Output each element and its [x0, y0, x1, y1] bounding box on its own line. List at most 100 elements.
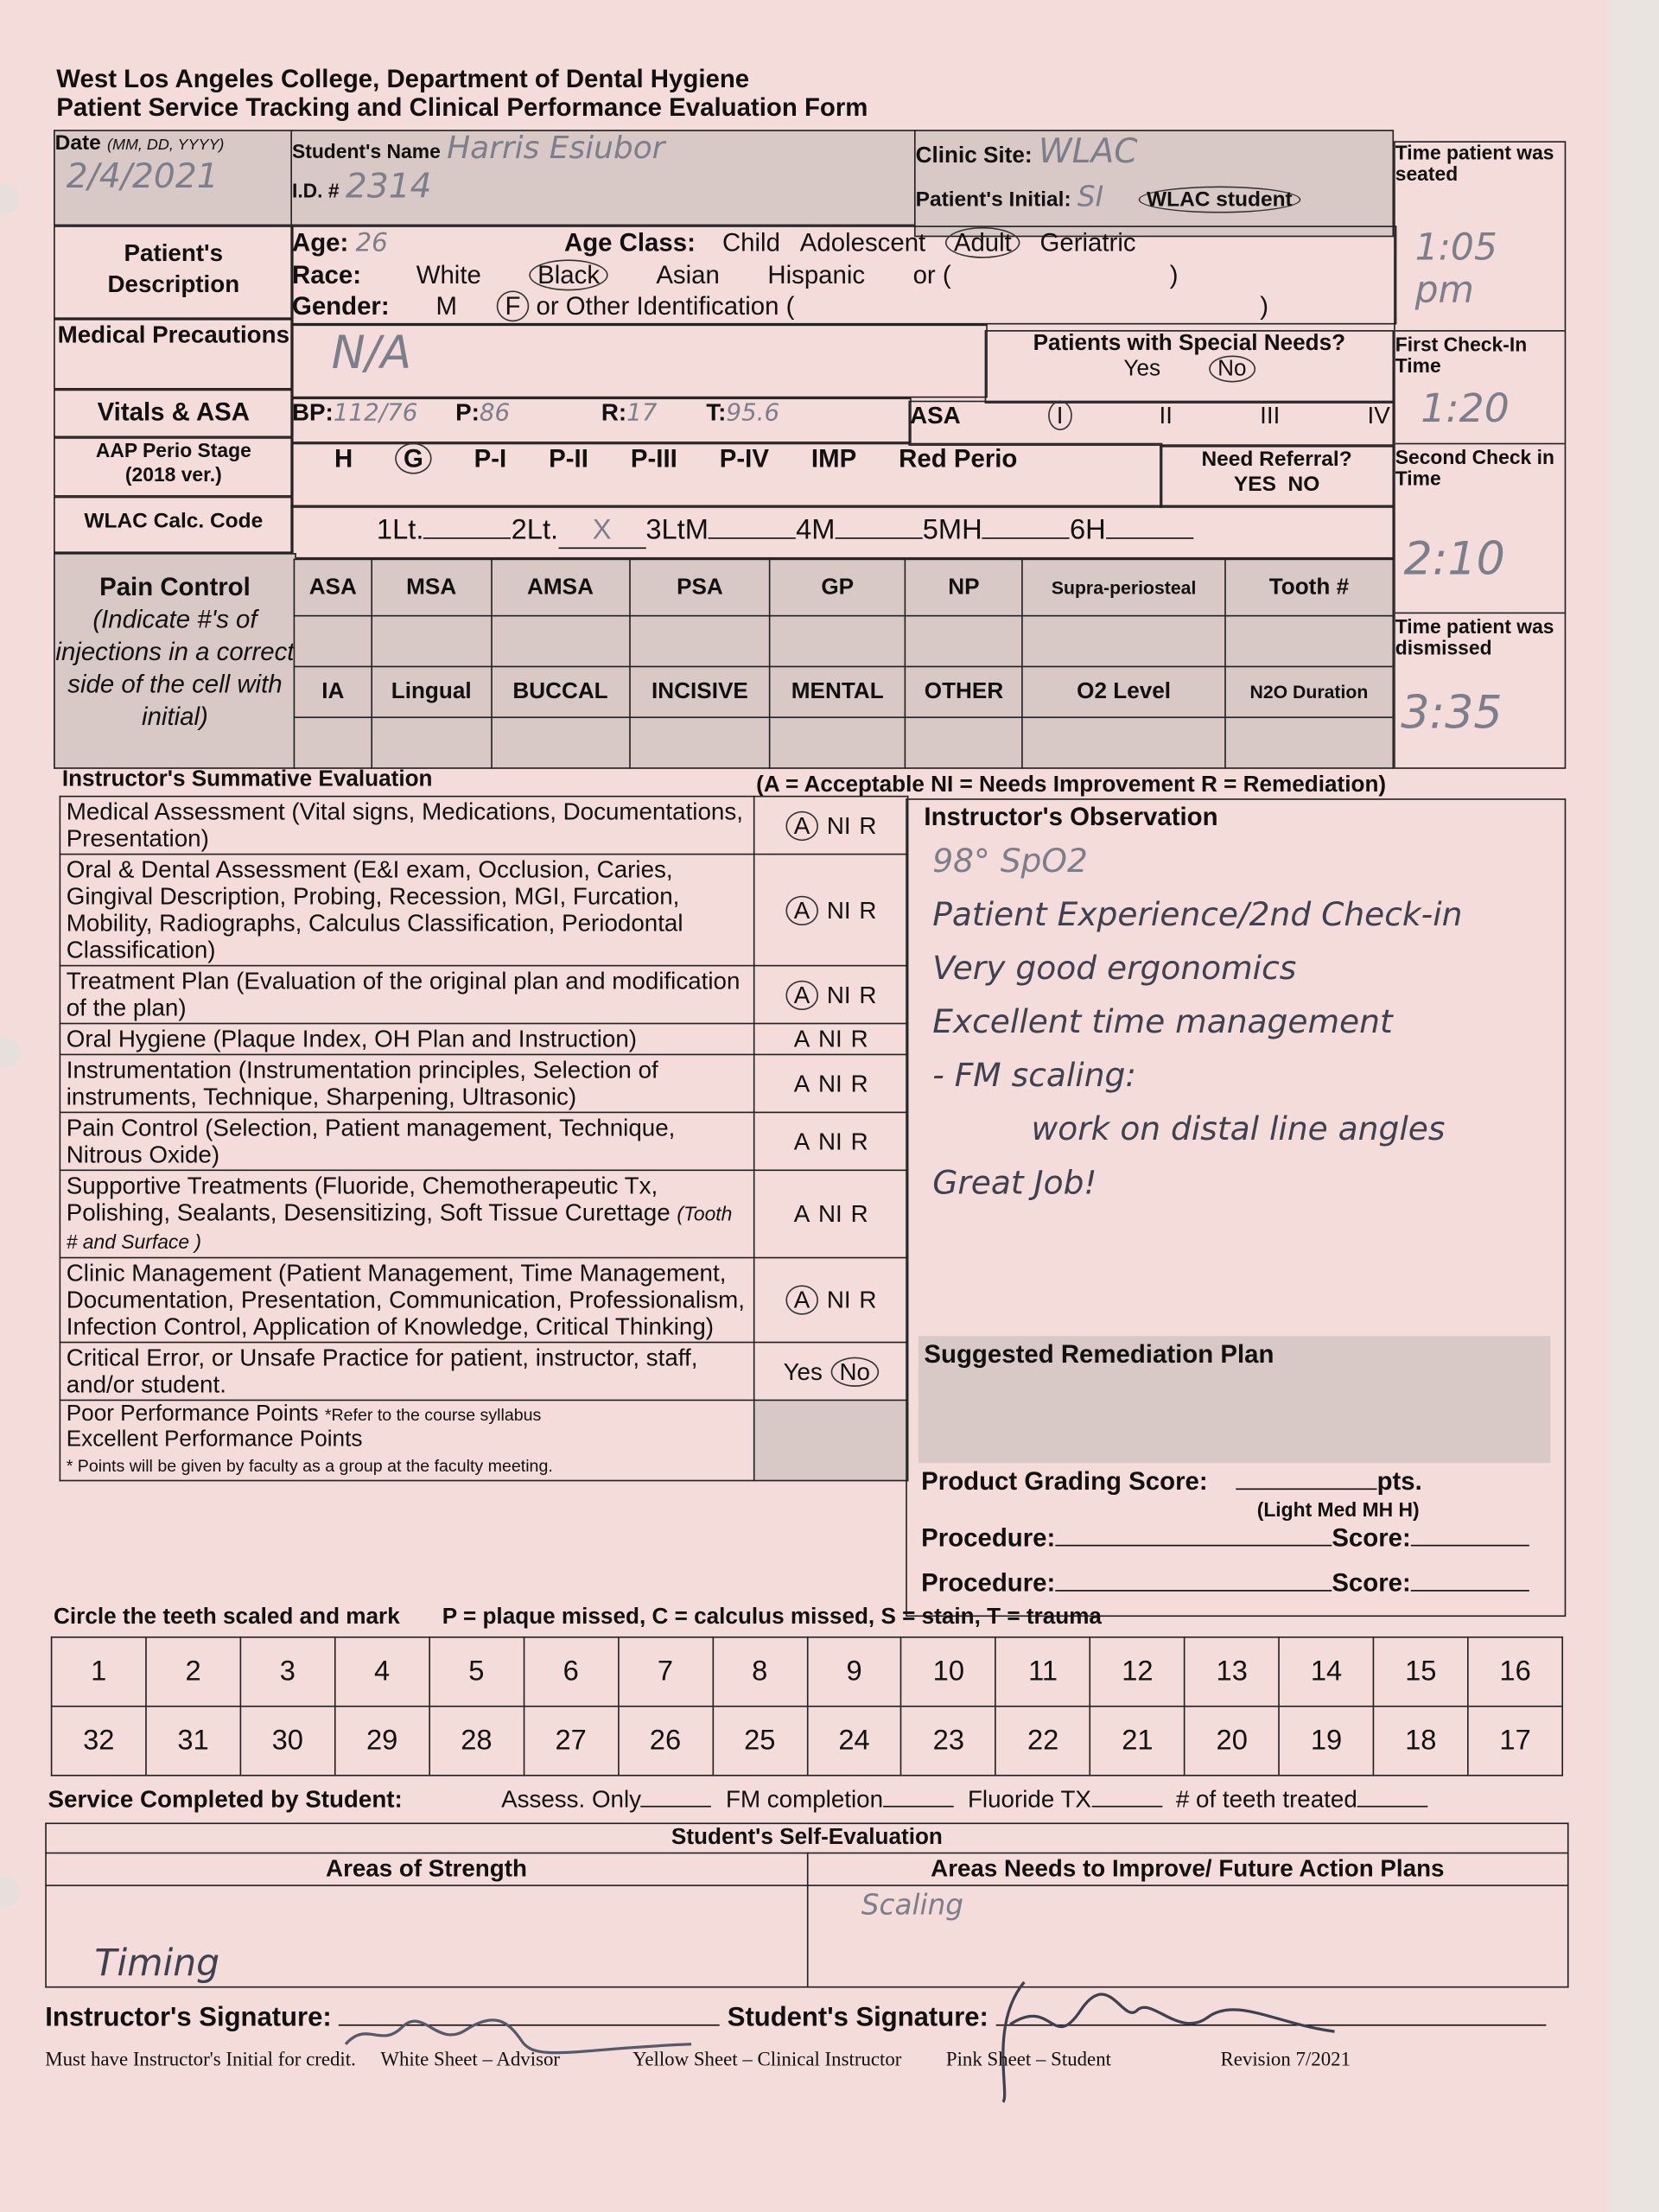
id-value[interactable]: 2314 [345, 166, 432, 207]
pain-entry-cell[interactable] [293, 614, 372, 668]
tooth-8[interactable]: 8 [711, 1636, 808, 1707]
tooth-12[interactable]: 12 [1089, 1636, 1185, 1707]
tooth-7[interactable]: 7 [617, 1636, 714, 1707]
pain-entry-cell[interactable] [1224, 614, 1395, 668]
tooth-26[interactable]: 26 [617, 1705, 714, 1777]
perio-option-1[interactable]: G [395, 442, 432, 474]
grade-option-r[interactable]: R [850, 1128, 868, 1155]
grade-option-r[interactable]: R [850, 1070, 868, 1097]
patient-initial-value[interactable]: SI [1077, 179, 1104, 213]
tooth-1[interactable]: 1 [50, 1636, 147, 1707]
pain-entry-cell[interactable] [490, 716, 631, 769]
grade-option-r[interactable]: R [850, 1200, 868, 1228]
pain-entry-cell[interactable] [628, 614, 771, 668]
second-check-value[interactable]: 2:10 [1403, 531, 1505, 586]
grade-option-ni[interactable]: NI [818, 1070, 842, 1097]
asa-option-1[interactable]: II [1159, 402, 1173, 429]
date-value[interactable]: 2/4/2021 [66, 156, 219, 196]
perio-option-4[interactable]: P-III [630, 444, 677, 473]
tooth-11[interactable]: 11 [995, 1636, 1091, 1707]
grade-option-yes[interactable]: Yes [783, 1357, 823, 1385]
grade-option-a[interactable]: A [793, 1070, 810, 1097]
pain-entry-cell[interactable] [769, 614, 906, 668]
grade-option-ni[interactable]: NI [826, 1287, 851, 1314]
tooth-18[interactable]: 18 [1372, 1705, 1469, 1777]
race-option-3[interactable]: Hispanic [767, 261, 866, 289]
perio-option-7[interactable]: Red Perio [899, 444, 1018, 473]
calc-code-blank-0[interactable] [423, 537, 512, 539]
tooth-20[interactable]: 20 [1184, 1705, 1281, 1777]
calc-code-blank-2[interactable] [708, 537, 797, 539]
calc-code-blank-1[interactable]: X [558, 515, 646, 550]
pain-entry-cell[interactable] [490, 614, 631, 668]
tooth-22[interactable]: 22 [995, 1705, 1091, 1777]
grade-option-ni[interactable]: NI [818, 1025, 842, 1052]
medical-value[interactable]: N/A [331, 326, 412, 380]
bp-value[interactable]: 112/76 [333, 399, 418, 428]
tooth-2[interactable]: 2 [145, 1636, 241, 1707]
grade-option-r[interactable]: R [859, 811, 877, 839]
tooth-13[interactable]: 13 [1184, 1636, 1281, 1707]
service-blank-1[interactable] [883, 1805, 954, 1808]
grade-option-a[interactable]: A [793, 1200, 810, 1228]
perio-option-2[interactable]: P-I [474, 444, 507, 473]
clinic-site-value[interactable]: WLAC [1038, 130, 1138, 171]
tooth-10[interactable]: 10 [900, 1636, 997, 1707]
tooth-25[interactable]: 25 [711, 1705, 808, 1777]
grade-option-a[interactable]: A [793, 1128, 810, 1155]
grade-option-ni[interactable]: NI [826, 811, 851, 839]
grade-option-r[interactable]: R [859, 1287, 877, 1314]
perio-option-3[interactable]: P-II [549, 444, 588, 473]
student-signature[interactable] [995, 1980, 1547, 2103]
pain-entry-cell[interactable] [904, 716, 1024, 769]
asa-option-0[interactable]: I [1047, 400, 1072, 430]
first-check-value[interactable]: 1:20 [1421, 385, 1510, 432]
tooth-32[interactable]: 32 [50, 1705, 147, 1777]
resp-value[interactable]: 17 [626, 399, 658, 428]
pain-entry-cell[interactable] [628, 716, 771, 769]
age-class-option-1[interactable]: Adolescent [799, 228, 926, 257]
pain-entry-cell[interactable] [904, 614, 1024, 668]
age-class-option-3[interactable]: Geriatric [1039, 228, 1136, 257]
race-option-0[interactable]: White [416, 261, 481, 289]
asa-option-3[interactable]: IV [1367, 402, 1390, 429]
tooth-15[interactable]: 15 [1372, 1636, 1469, 1707]
pain-entry-cell[interactable] [1021, 716, 1226, 769]
tooth-9[interactable]: 9 [806, 1636, 903, 1707]
tooth-30[interactable]: 30 [239, 1705, 336, 1777]
tooth-14[interactable]: 14 [1278, 1636, 1375, 1707]
pain-entry-cell[interactable] [1021, 614, 1226, 668]
race-option-4[interactable]: or ( [912, 261, 951, 289]
perio-option-0[interactable]: H [334, 444, 353, 473]
tooth-31[interactable]: 31 [145, 1705, 241, 1777]
pain-entry-cell[interactable] [769, 716, 906, 769]
gender-option-0[interactable]: M [435, 291, 458, 321]
temp-value[interactable]: 95.6 [726, 399, 780, 428]
grade-option-r[interactable]: R [859, 981, 877, 1008]
grade-option-ni[interactable]: NI [826, 981, 851, 1008]
grade-option-a[interactable]: A [785, 979, 819, 1010]
grade-option-a[interactable]: A [785, 810, 819, 841]
calc-code-blank-3[interactable] [835, 537, 923, 539]
service-blank-3[interactable] [1357, 1805, 1428, 1808]
improve-value[interactable]: Scaling [861, 1887, 964, 1922]
service-blank-0[interactable] [641, 1805, 712, 1808]
pulse-value[interactable]: 86 [479, 399, 511, 428]
tooth-16[interactable]: 16 [1467, 1636, 1564, 1707]
age-value[interactable]: 26 [355, 228, 388, 258]
tooth-5[interactable]: 5 [428, 1636, 524, 1707]
tooth-17[interactable]: 17 [1467, 1705, 1564, 1777]
calc-code-blank-4[interactable] [982, 537, 1070, 539]
perio-option-5[interactable]: P-IV [719, 444, 769, 473]
perio-option-6[interactable]: IMP [810, 444, 857, 473]
pain-entry-cell[interactable] [1224, 716, 1395, 769]
age-class-option-0[interactable]: Child [721, 228, 780, 257]
age-class-option-2[interactable]: Adult [945, 226, 1020, 258]
tooth-23[interactable]: 23 [900, 1705, 997, 1777]
race-option-2[interactable]: Asian [656, 261, 720, 289]
grade-option-no[interactable]: No [830, 1356, 879, 1387]
tooth-21[interactable]: 21 [1089, 1705, 1185, 1777]
pain-entry-cell[interactable] [371, 614, 493, 668]
dismissed-value[interactable]: 3:35 [1401, 685, 1503, 740]
tooth-28[interactable]: 28 [428, 1705, 524, 1777]
